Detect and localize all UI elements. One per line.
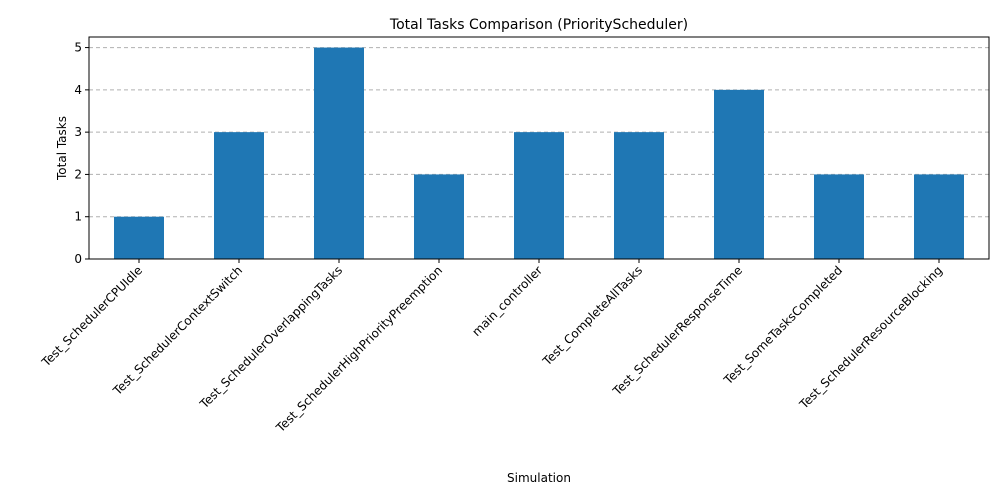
y-tick-label: 2 xyxy=(74,167,82,181)
bar xyxy=(514,132,564,259)
bar xyxy=(114,216,164,259)
y-tick-label: 3 xyxy=(74,125,82,139)
y-axis: 0 1 2 3 4 5 xyxy=(74,41,89,266)
x-axis-label: Simulation xyxy=(507,471,571,485)
bars xyxy=(114,47,964,260)
bar xyxy=(814,174,864,259)
bar xyxy=(914,174,964,259)
y-tick-label: 1 xyxy=(74,210,82,224)
x-tick-label: Test_SchedulerCPUIdle xyxy=(38,263,145,370)
x-tick-label: main_controller xyxy=(469,263,545,339)
y-tick-label: 5 xyxy=(74,41,82,55)
x-tick-label: Test_CompleteAllTasks xyxy=(539,263,645,369)
bar xyxy=(714,89,764,259)
bar xyxy=(414,174,464,259)
bar xyxy=(314,47,364,260)
bar xyxy=(214,132,264,259)
bar xyxy=(614,132,664,259)
y-tick-label: 0 xyxy=(74,252,82,266)
x-tick-label: Test_SomeTasksCompleted xyxy=(720,263,845,388)
y-axis-label: Total Tasks xyxy=(55,116,69,181)
x-axis: Test_SchedulerCPUIdleTest_SchedulerConte… xyxy=(38,259,945,436)
y-tick-label: 4 xyxy=(74,83,82,97)
x-tick-label: Test_SchedulerHighPriorityPreemption xyxy=(273,263,445,435)
chart-title: Total Tasks Comparison (PrioritySchedule… xyxy=(389,17,688,33)
